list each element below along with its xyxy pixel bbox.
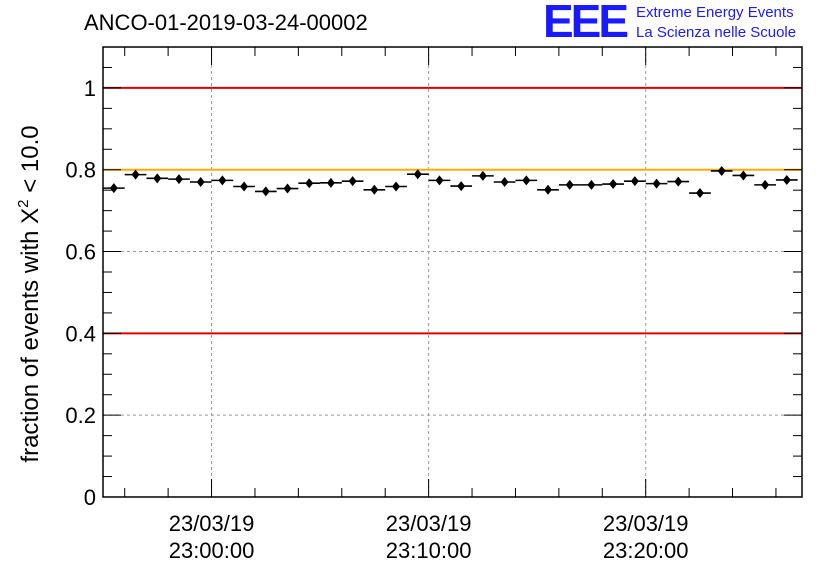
data-point: [544, 184, 553, 195]
data-point: [695, 188, 704, 199]
plot-frame: [102, 46, 803, 498]
y-tick-label: 1: [84, 76, 96, 101]
data-point: [305, 178, 314, 189]
data-point: [565, 179, 574, 190]
data-point: [609, 179, 618, 190]
data-point: [739, 170, 748, 181]
data-point: [522, 175, 531, 186]
data-point: [457, 181, 466, 192]
data-point: [782, 174, 791, 185]
x-tick-label-date: 23/03/19: [386, 511, 472, 536]
data-point: [240, 181, 249, 192]
x-tick-label-time: 23:20:00: [603, 538, 689, 563]
reference-lines: [103, 86, 802, 335]
logo-line-2: La Scienza nelle Scuole: [636, 24, 797, 41]
y-tick-label: 0.8: [65, 158, 96, 183]
axis-ticks: [103, 46, 802, 498]
x-tick-label-time: 23:00:00: [169, 538, 255, 563]
data-point: [674, 176, 683, 187]
data-point: [761, 179, 770, 190]
y-tick-label: 0: [84, 485, 96, 510]
data-point: [500, 177, 509, 187]
data-point: [435, 175, 444, 186]
axis-labels: 00.20.40.60.8123/03/1923:00:0023/03/1923…: [15, 76, 689, 563]
data-point: [392, 181, 401, 192]
data-point: [413, 169, 422, 180]
chart-title: ANCO-01-2019-03-24-00002: [84, 10, 368, 35]
plot-border: [102, 46, 803, 498]
data-point: [630, 176, 639, 187]
eee-logo-mark: EEE: [543, 0, 629, 47]
data-point: [326, 177, 335, 188]
data-point: [348, 176, 357, 187]
data-point: [652, 178, 661, 189]
data-point: [283, 183, 292, 194]
data-series: [103, 165, 798, 199]
data-point: [109, 183, 118, 194]
grid-layer: [103, 47, 802, 497]
data-point: [587, 179, 596, 190]
y-tick-label: 0.2: [65, 403, 96, 428]
data-point: [717, 165, 726, 176]
data-point: [131, 169, 140, 180]
data-point: [261, 186, 270, 197]
data-point: [153, 173, 162, 184]
y-axis-title: fraction of events with X2 < 10.0: [15, 125, 44, 462]
data-point: [218, 175, 227, 186]
data-point: [370, 184, 379, 195]
y-tick-label: 0.6: [65, 240, 96, 265]
x-tick-label-date: 23/03/19: [603, 511, 689, 536]
x-tick-label-time: 23:10:00: [386, 538, 472, 563]
x-tick-label-date: 23/03/19: [169, 511, 255, 536]
y-tick-label: 0.4: [65, 321, 96, 346]
data-point: [174, 174, 183, 185]
data-point: [196, 177, 205, 187]
data-point: [478, 170, 487, 181]
logo-line-1: Extreme Energy Events: [636, 4, 794, 21]
